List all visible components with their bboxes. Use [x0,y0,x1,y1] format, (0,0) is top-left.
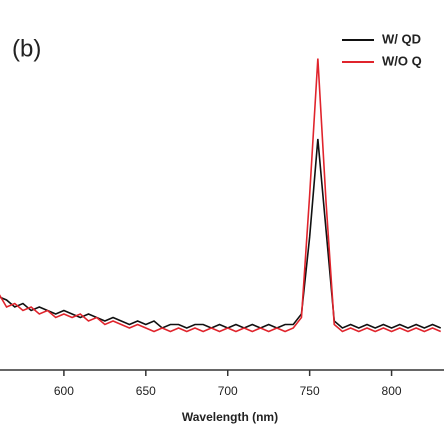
x-tick-label: 700 [218,384,238,398]
series-line [0,58,442,333]
x-tick-label: 650 [136,384,156,398]
panel-title: (b) [12,35,41,62]
series-line [0,138,442,329]
x-tick-label: 600 [54,384,74,398]
x-tick-label: 800 [382,384,402,398]
x-tick-label: 750 [300,384,320,398]
legend-label: W/ QD [382,31,421,46]
legend-label: W/O Q [382,53,422,68]
x-axis-label: Wavelength (nm) [182,410,278,424]
